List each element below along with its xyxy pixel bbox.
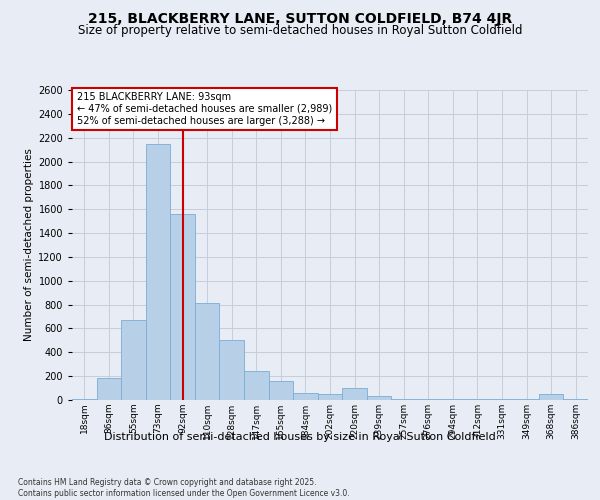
Bar: [490, 399, 514, 400]
Bar: [440, 399, 465, 400]
Bar: [293, 393, 318, 400]
Bar: [269, 381, 293, 400]
Bar: [146, 144, 170, 400]
Bar: [342, 388, 367, 400]
Bar: [195, 304, 220, 400]
Bar: [170, 214, 195, 400]
Bar: [514, 399, 539, 400]
Bar: [220, 340, 244, 400]
Bar: [97, 378, 121, 400]
Text: 215, BLACKBERRY LANE, SUTTON COLDFIELD, B74 4JR: 215, BLACKBERRY LANE, SUTTON COLDFIELD, …: [88, 12, 512, 26]
Bar: [318, 394, 342, 400]
Bar: [367, 396, 391, 400]
Text: Distribution of semi-detached houses by size in Royal Sutton Coldfield: Distribution of semi-detached houses by …: [104, 432, 496, 442]
Text: Size of property relative to semi-detached houses in Royal Sutton Coldfield: Size of property relative to semi-detach…: [78, 24, 522, 37]
Bar: [465, 399, 490, 400]
Bar: [539, 394, 563, 400]
Bar: [72, 399, 97, 400]
Bar: [244, 372, 269, 400]
Y-axis label: Number of semi-detached properties: Number of semi-detached properties: [24, 148, 34, 342]
Bar: [391, 399, 416, 400]
Bar: [121, 320, 146, 400]
Bar: [563, 399, 588, 400]
Text: Contains HM Land Registry data © Crown copyright and database right 2025.
Contai: Contains HM Land Registry data © Crown c…: [18, 478, 350, 498]
Text: 215 BLACKBERRY LANE: 93sqm
← 47% of semi-detached houses are smaller (2,989)
52%: 215 BLACKBERRY LANE: 93sqm ← 47% of semi…: [77, 92, 332, 126]
Bar: [416, 399, 440, 400]
